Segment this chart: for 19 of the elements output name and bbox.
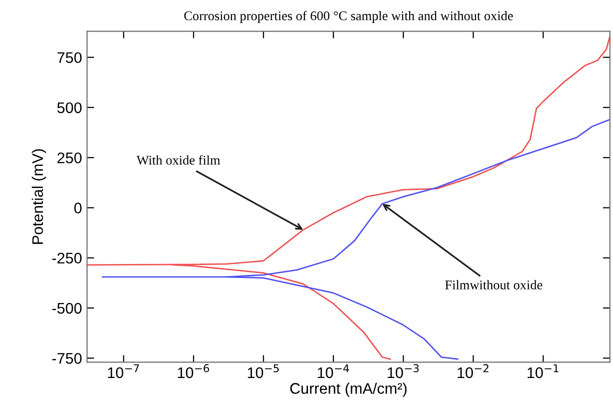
- y-tick-label: 500: [57, 102, 82, 114]
- x-tick-label: 10$^{−4}$: [318, 364, 349, 378]
- x-tick-label: 10$^{−3}$: [388, 364, 419, 378]
- annotation: Filmwithout oxide: [445, 280, 542, 290]
- y-tick-label: -750: [52, 353, 82, 364]
- annotation: With oxide film: [136, 155, 220, 165]
- x-tick-label: 10$^{−1}$: [528, 364, 558, 378]
- y-tick-label: -500: [52, 302, 82, 314]
- y-tick-label: 750: [57, 52, 82, 64]
- x-tick-label: 10$^{−7}$: [108, 364, 139, 378]
- y-axis-title: Potential (mV): [32, 149, 46, 244]
- x-tick-label: 10$^{−5}$: [248, 364, 279, 378]
- y-tick-label: 0: [74, 202, 82, 214]
- x-axis-title: Current (mA/cm²): [290, 382, 407, 397]
- y-tick-label: 250: [57, 152, 82, 164]
- x-tick-label: 10$^{−2}$: [458, 364, 488, 378]
- y-tick-label: -250: [52, 252, 82, 264]
- chart-title: Corrosion properties of 600 °C sample with and without oxide: [184, 10, 513, 23]
- x-tick-label: 10$^{−6}$: [178, 364, 210, 378]
